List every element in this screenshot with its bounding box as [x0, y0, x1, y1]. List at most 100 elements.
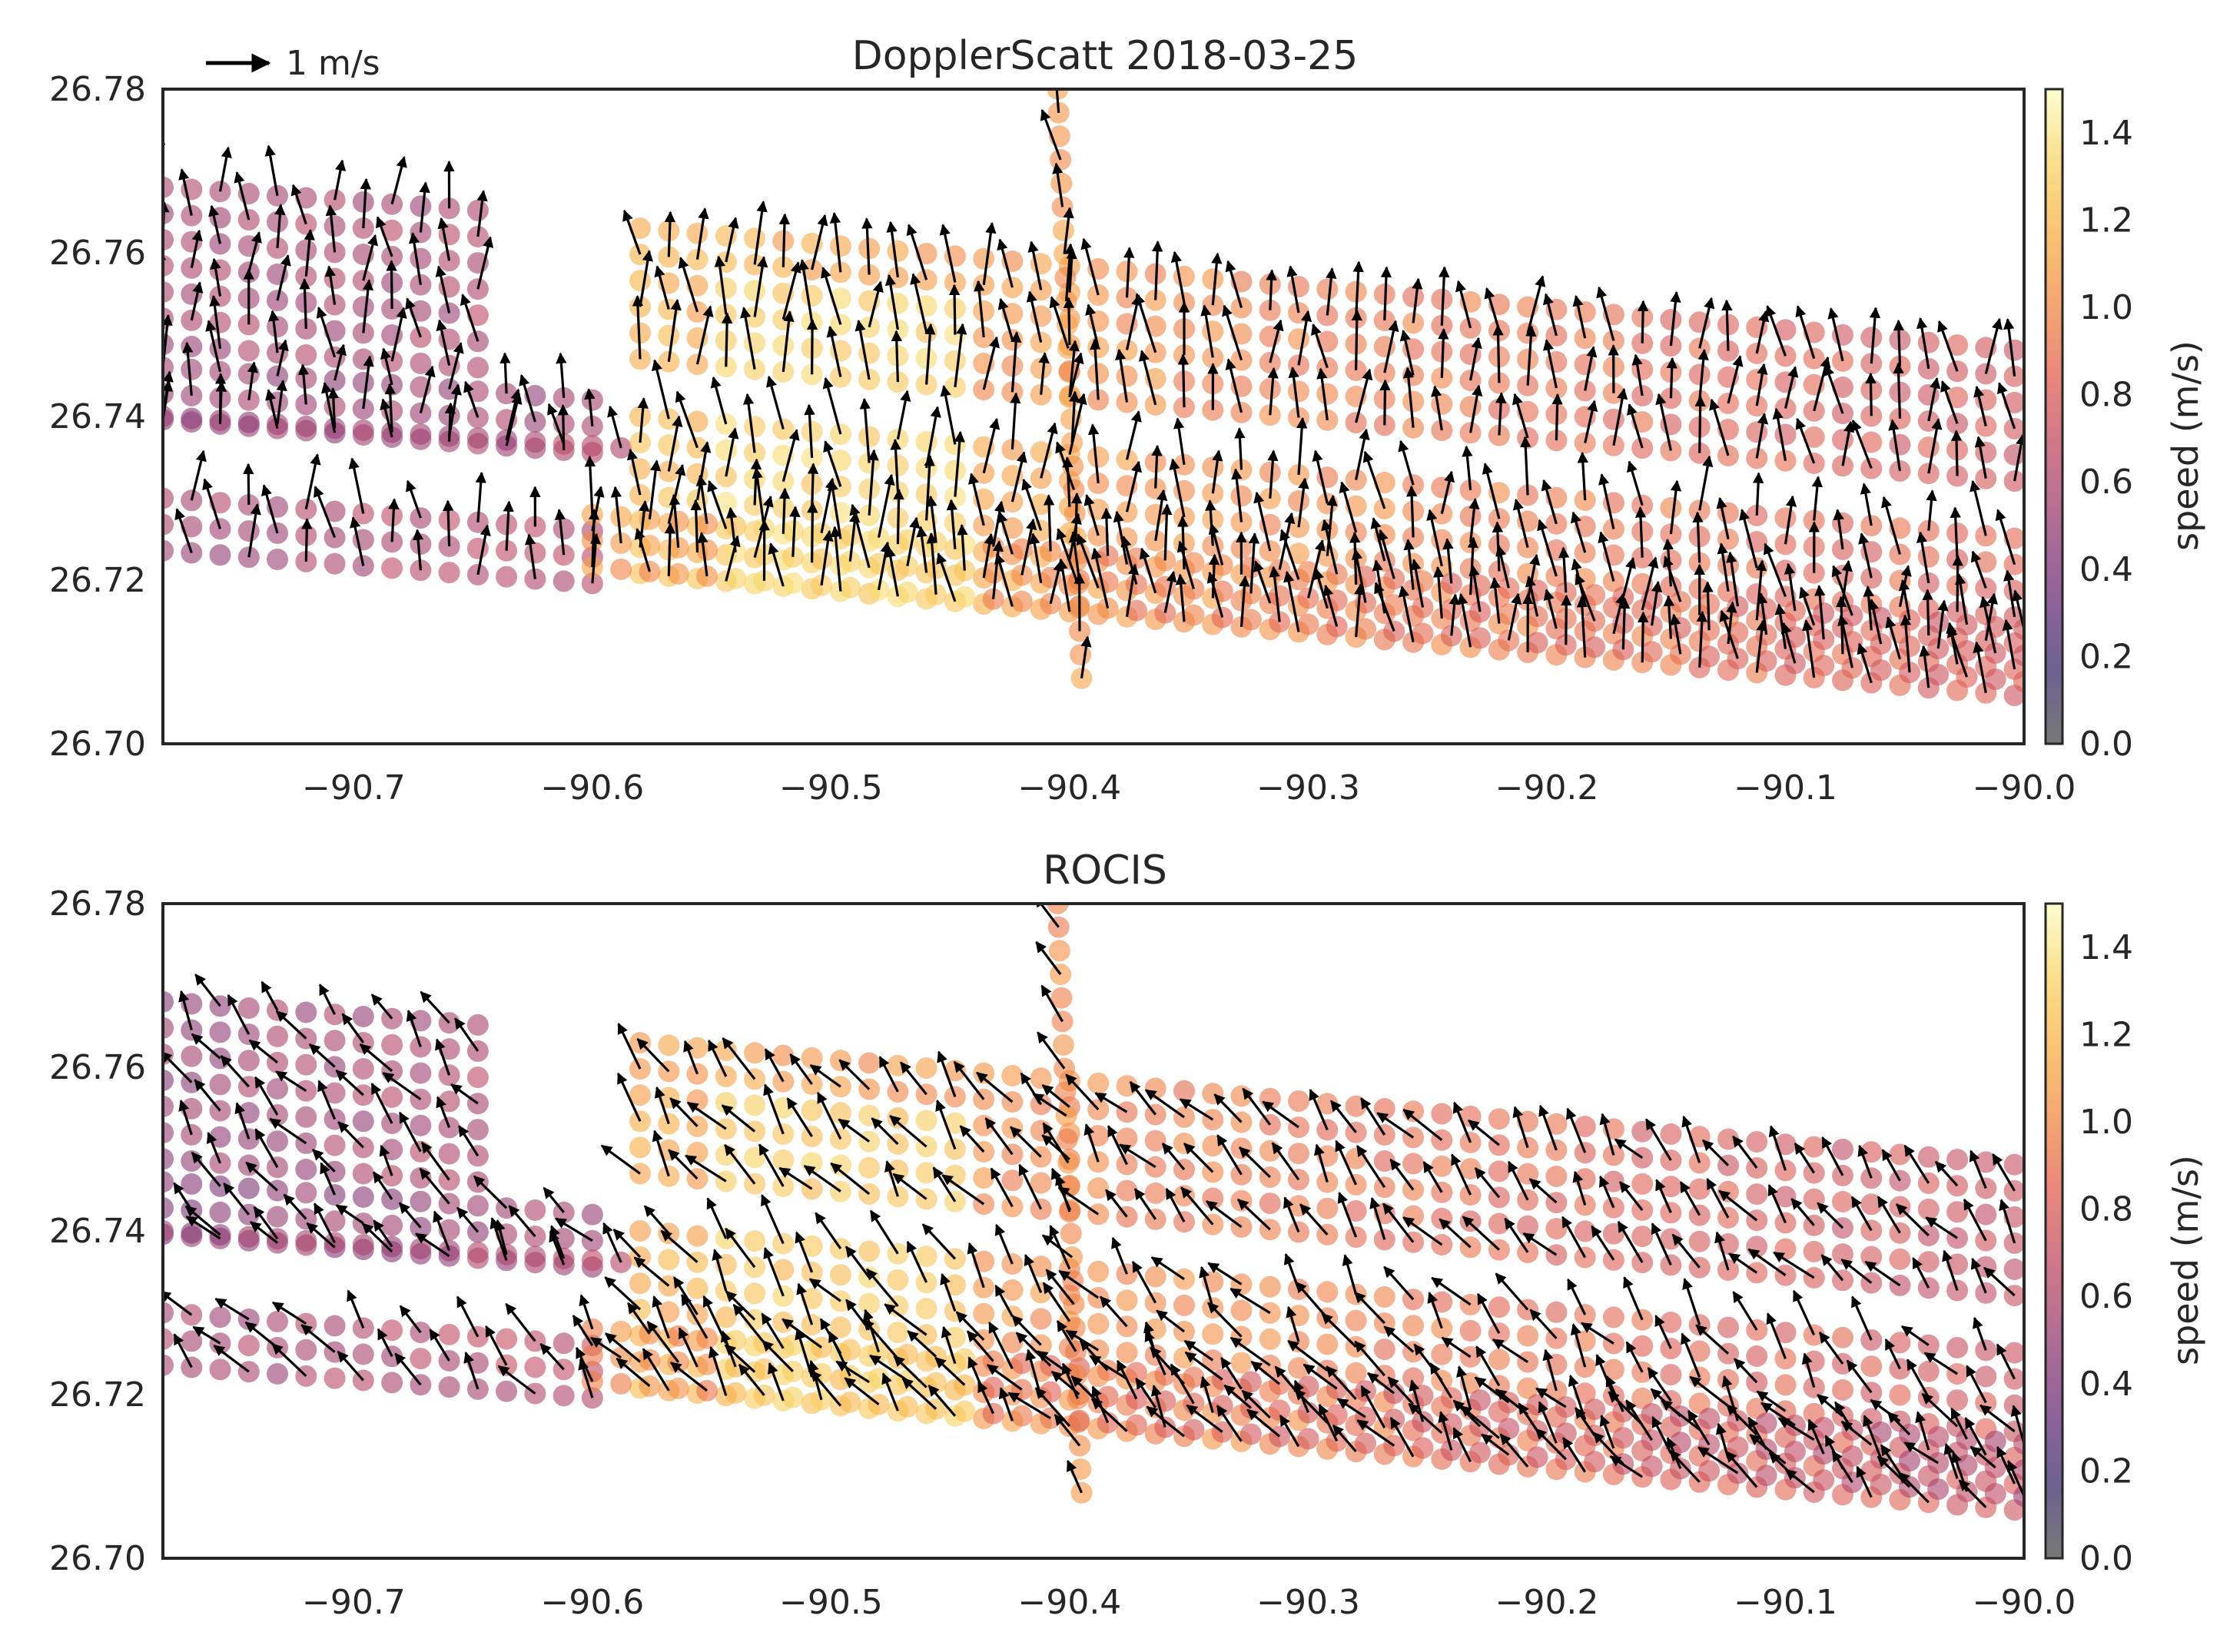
velocity-arrow [209, 294, 222, 350]
data-point [237, 1226, 260, 1248]
data-point [1469, 1441, 1491, 1464]
data-point [1345, 280, 1367, 303]
data-point [295, 1339, 317, 1361]
data-point [1070, 1458, 1092, 1481]
colorbar-tick-label: 0.0 [2079, 725, 2133, 764]
data-point [1269, 585, 1291, 607]
data-point [1001, 1279, 1024, 1301]
velocity-arrow [1063, 297, 1075, 345]
data-point [715, 1092, 737, 1114]
velocity-arrow [1755, 619, 1767, 673]
x-tick-label: −90.0 [1973, 1583, 2076, 1622]
velocity-arrow [678, 257, 699, 313]
velocity-arrow [1692, 511, 1704, 563]
data-point [381, 193, 403, 215]
velocity-arrow [1763, 542, 1787, 597]
velocity-arrow [505, 388, 522, 441]
velocity-arrow [360, 177, 372, 229]
velocity-arrow [1726, 601, 1737, 645]
colorbar-tick-label: 1.2 [2079, 1015, 2133, 1054]
data-point [772, 1149, 795, 1171]
velocity-arrow [1598, 531, 1615, 582]
colorbar-tick-label: 0.8 [2079, 376, 2133, 415]
data-point [781, 1386, 804, 1408]
data-point [438, 562, 460, 584]
velocity-arrow [1068, 393, 1087, 455]
data-point [1746, 421, 1768, 443]
data-point [466, 357, 489, 379]
velocity-arrow [174, 508, 193, 554]
velocity-arrow [690, 499, 702, 553]
velocity-arrow [1010, 451, 1027, 503]
velocity-arrow [1698, 455, 1714, 511]
velocity-arrow [386, 260, 397, 310]
velocity-arrow [1702, 581, 1714, 631]
velocity-arrow [1755, 363, 1768, 406]
velocity-arrow [1083, 494, 1100, 536]
velocity-arrow [1311, 323, 1329, 369]
data-point [1669, 617, 1691, 639]
velocity-arrow [384, 383, 396, 433]
data-point [954, 585, 976, 608]
data-point [829, 235, 851, 257]
velocity-arrow [1669, 479, 1682, 535]
data-point [1116, 1289, 1138, 1312]
data-point [944, 459, 966, 482]
data-point [1832, 1191, 1853, 1212]
data-point [744, 1282, 766, 1305]
velocity-arrow [519, 373, 536, 423]
data-point [1087, 446, 1110, 468]
data-point [1889, 1143, 1911, 1166]
velocity-arrow [202, 478, 222, 529]
colorbar-tick-label: 0.4 [2079, 550, 2133, 589]
panel-title: DopplerScatt 2018-03-25 [852, 33, 1359, 79]
data-point [772, 1176, 795, 1197]
data-point [553, 570, 575, 592]
data-point [1517, 1163, 1539, 1185]
panel-rocis: ROCIS −90.7 −90.6 −90.5 −90.4 −90.3 −90.2 −90.… [49, 848, 2206, 1622]
velocity-arrow [651, 359, 670, 420]
velocity-arrow [297, 363, 310, 405]
data-point [267, 316, 288, 338]
panel-dopplerscatt: DopplerScatt 2018-03-25 −90.7 −90.6 −90.5−… [49, 33, 2206, 808]
x-tick-label: −90.7 [302, 768, 406, 808]
quiver-key-label: 1 m/s [286, 44, 380, 83]
velocity-arrow [855, 319, 871, 380]
velocity-arrow [1869, 307, 1881, 364]
data-point [772, 1285, 795, 1307]
data-point [381, 1086, 403, 1108]
velocity-arrow [1076, 533, 1100, 589]
data-point [1813, 1469, 1835, 1491]
data-point [1412, 622, 1434, 645]
data-point [1688, 363, 1711, 386]
data-point [858, 1292, 881, 1315]
data-point [858, 1156, 881, 1179]
velocity-arrow [390, 307, 407, 362]
velocity-arrow [178, 168, 193, 216]
velocity-arrow [781, 261, 801, 320]
colorbar-tick-label: 0.6 [2079, 1277, 2133, 1316]
data-point [1641, 1403, 1663, 1425]
velocity-arrow [997, 297, 1014, 340]
velocity-arrow [1792, 1289, 1816, 1336]
data-point [715, 277, 737, 300]
data-point [1431, 1207, 1453, 1229]
data-point [1459, 1210, 1482, 1232]
velocity-arrow [399, 1305, 422, 1334]
data-point [982, 562, 1004, 584]
data-point [1975, 441, 1997, 463]
velocity-arrow [1823, 364, 1844, 414]
data-point [1660, 1123, 1682, 1145]
velocity-arrow [419, 365, 436, 414]
data-point [1755, 1465, 1777, 1487]
velocity-arrow [247, 231, 262, 273]
data-point [781, 572, 804, 594]
data-point [772, 1070, 795, 1093]
data-point [1584, 1451, 1606, 1473]
velocity-arrow [1541, 479, 1558, 525]
data-point [1459, 505, 1482, 527]
velocity-arrow [1234, 427, 1246, 470]
velocity-arrow [1520, 436, 1531, 496]
data-point [1526, 1446, 1548, 1468]
data-point [1584, 584, 1606, 606]
